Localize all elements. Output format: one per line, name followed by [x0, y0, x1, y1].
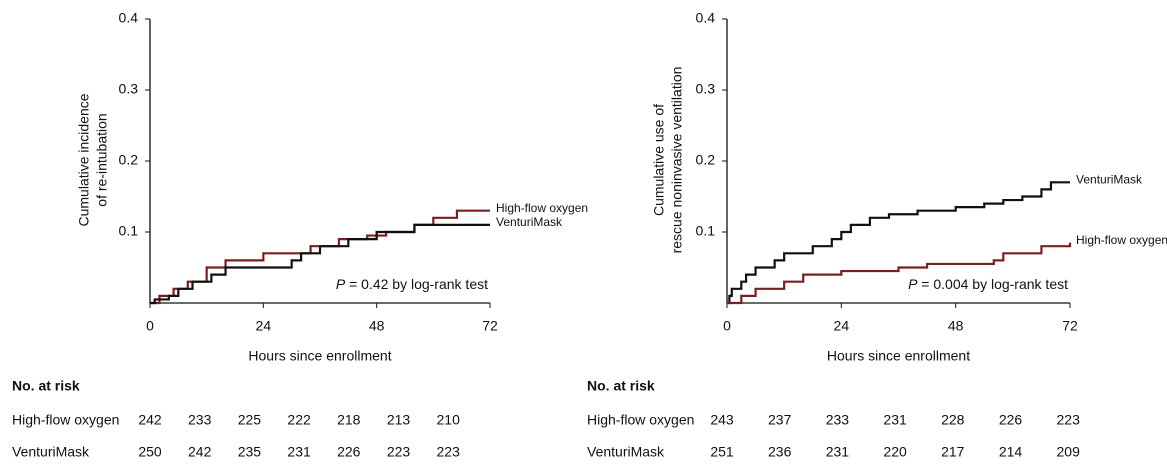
annotation: P = 0.42 by log-rank test: [336, 276, 488, 292]
risk-count: 222: [287, 412, 311, 428]
risk-count: 231: [826, 444, 850, 460]
risk-count: 210: [437, 412, 461, 428]
risk-count: 218: [337, 412, 361, 428]
risk-row-label: VenturiMask: [587, 444, 665, 460]
risk-count: 226: [999, 412, 1023, 428]
risk-row-label: High-flow oxygen: [12, 412, 119, 428]
risk-count: 251: [710, 444, 734, 460]
line-label: High-flow oxygen: [496, 201, 588, 215]
risk-count: 235: [238, 444, 262, 460]
risk-count: 242: [138, 412, 162, 428]
x-tick-label: 0: [146, 318, 154, 334]
risk-count: 214: [999, 444, 1023, 460]
risk-count: 236: [768, 444, 792, 460]
risk-count: 233: [188, 412, 212, 428]
risk-count: 242: [188, 444, 212, 460]
risk-row-label: High-flow oxygen: [587, 412, 694, 428]
x-tick-label: 48: [948, 318, 964, 334]
risk-table-title: No. at risk: [587, 378, 655, 394]
risk-count: 223: [1057, 412, 1081, 428]
y-tick-label: 0.1: [696, 223, 716, 239]
risk-count: 237: [768, 412, 792, 428]
y-axis-label: Cumulative use of: [651, 104, 667, 216]
risk-count: 233: [826, 412, 850, 428]
y-tick-label: 0.4: [696, 10, 716, 26]
y-tick-label: 0.2: [696, 152, 716, 168]
risk-count: 243: [710, 412, 734, 428]
x-tick-label: 48: [369, 318, 385, 334]
x-tick-label: 24: [256, 318, 272, 334]
y-axis-label: Cumulative incidence: [76, 93, 92, 226]
line-label: High-flow oxygen: [1076, 233, 1167, 247]
risk-count: 250: [138, 444, 162, 460]
risk-count: 217: [941, 444, 965, 460]
annotation: P = 0.004 by log-rank test: [908, 276, 1068, 292]
risk-table-title: No. at risk: [12, 378, 80, 394]
line-label: VenturiMask: [1076, 172, 1143, 186]
y-axis-label: rescue noninvasive ventilation: [669, 67, 685, 254]
x-tick-label: 0: [723, 318, 731, 334]
x-tick-label: 72: [482, 318, 498, 334]
risk-count: 220: [883, 444, 907, 460]
km-line: [727, 181, 1070, 305]
annotation-italic: P: [336, 276, 346, 292]
y-tick-label: 0.2: [119, 152, 139, 168]
km-line: [150, 223, 490, 305]
y-axis-label: of re-intubation: [94, 113, 110, 206]
risk-count: 231: [883, 412, 907, 428]
annotation-text: = 0.42 by log-rank test: [345, 276, 488, 292]
y-tick-label: 0.1: [119, 223, 139, 239]
x-tick-label: 72: [1062, 318, 1078, 334]
x-tick-label: 24: [834, 318, 850, 334]
x-axis-label: Hours since enrollment: [827, 348, 970, 364]
annotation-italic: P: [908, 276, 918, 292]
risk-row-label: VenturiMask: [12, 444, 90, 460]
risk-count: 231: [287, 444, 311, 460]
risk-count: 213: [387, 412, 411, 428]
risk-count: 209: [1057, 444, 1081, 460]
y-tick-label: 0.3: [119, 81, 139, 97]
risk-count: 225: [238, 412, 262, 428]
km-line: [727, 242, 1072, 305]
x-axis-label: Hours since enrollment: [248, 348, 391, 364]
risk-count: 226: [337, 444, 361, 460]
y-tick-label: 0.4: [119, 10, 139, 26]
line-label: VenturiMask: [496, 215, 563, 229]
annotation-text: = 0.004 by log-rank test: [917, 276, 1068, 292]
risk-count: 223: [437, 444, 461, 460]
y-tick-label: 0.3: [696, 81, 716, 97]
risk-count: 228: [941, 412, 965, 428]
risk-count: 223: [387, 444, 411, 460]
